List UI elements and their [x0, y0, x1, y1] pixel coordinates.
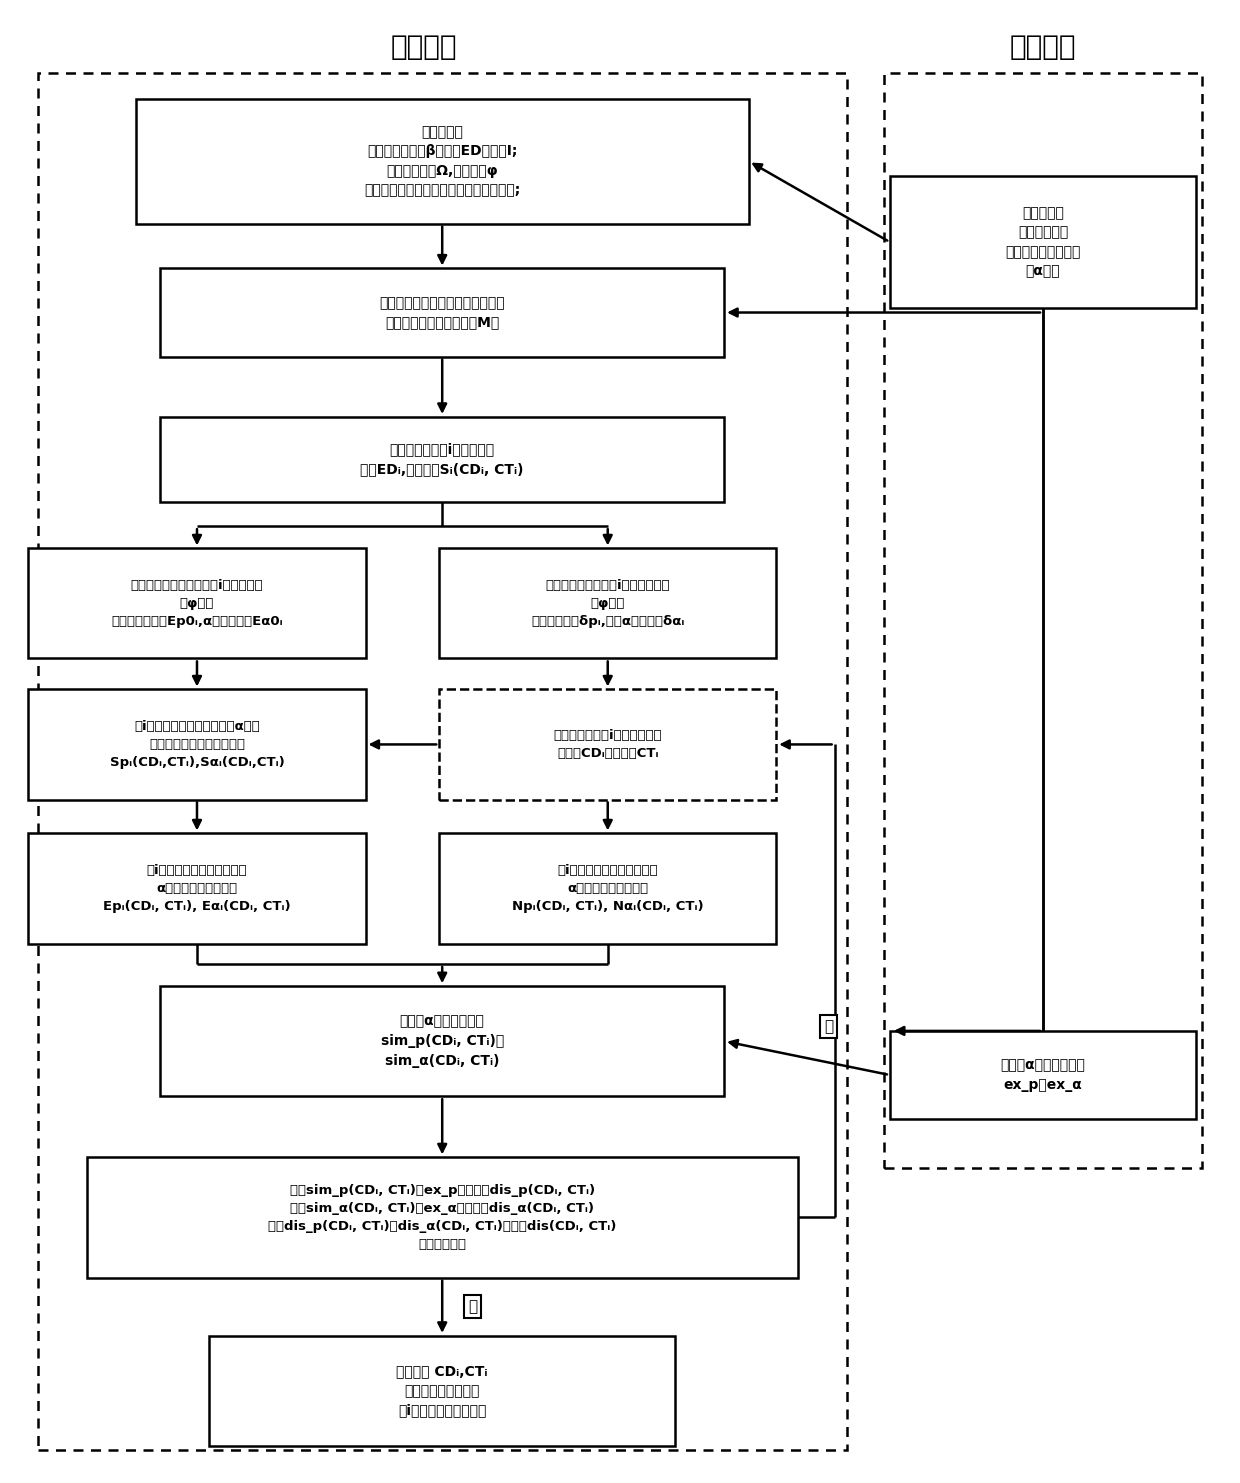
Bar — [29, 833, 366, 943]
Text: 实验测量: 实验测量 — [1009, 33, 1076, 61]
Bar — [160, 268, 724, 356]
Text: 否: 否 — [823, 1019, 833, 1034]
Text: 模拟入射氘离子在待测物质中输运
，将待测物质深度离散为M层: 模拟入射氘离子在待测物质中输运 ，将待测物质深度离散为M层 — [379, 295, 505, 329]
Text: 入射氘离子在第i层待测物质
能量EDᵢ,阻止本领Sᵢ(CDᵢ, CTᵢ): 入射氘离子在第i层待测物质 能量EDᵢ,阻止本领Sᵢ(CDᵢ, CTᵢ) — [361, 443, 525, 476]
Bar — [210, 1336, 675, 1446]
Text: 质子、α粒子理论能谱
sim_p(CDᵢ, CTᵢ)、
sim_α(CDᵢ, CTᵢ): 质子、α粒子理论能谱 sim_p(CDᵢ, CTᵢ)、 sim_α(CDᵢ, C… — [381, 1014, 503, 1068]
Text: 第i层待测物质产生的质子、α粒子
在到达探测器前的能量损失
Spᵢ(CDᵢ,CTᵢ),Sαᵢ(CDᵢ,CTᵢ): 第i层待测物质产生的质子、α粒子 在到达探测器前的能量损失 Spᵢ(CDᵢ,CT… — [109, 719, 284, 770]
Text: 基于微分截面计算第i层待测物质中
在φ方向
产生质子截面δpᵢ,产生α粒子能量δαᵢ: 基于微分截面计算第i层待测物质中 在φ方向 产生质子截面δpᵢ,产生α粒子能量δ… — [531, 578, 684, 627]
Text: 是: 是 — [469, 1299, 477, 1314]
Bar — [884, 73, 1203, 1167]
Text: 第i层待测物质产生的质子、
α粒子到达探测器能量
Epᵢ(CDᵢ, CTᵢ), Eαᵢ(CDᵢ, CTᵢ): 第i层待测物质产生的质子、 α粒子到达探测器能量 Epᵢ(CDᵢ, CTᵢ), … — [103, 865, 291, 914]
Bar — [160, 417, 724, 503]
Bar — [135, 99, 749, 224]
Text: 使用氘离子
轰击待测物质
布置探测器监测质子
、α粒子: 使用氘离子 轰击待测物质 布置探测器监测质子 、α粒子 — [1006, 206, 1081, 279]
Text: 已知参数：
入射氘离子角度β，能量ED，强度I;
探测器立体角Ω,布置角度φ
待测物质中氢同位素含量与密度之间函数;: 已知参数： 入射氘离子角度β，能量ED，强度I; 探测器立体角Ω,布置角度φ 待… — [365, 125, 521, 197]
Bar — [160, 986, 724, 1096]
Bar — [87, 1157, 797, 1278]
Bar — [439, 549, 776, 658]
Text: 计算sim_p(CDᵢ, CTᵢ)与ex_p之间距离dis_p(CDᵢ, CTᵢ)
计算sim_α(CDᵢ, CTᵢ)与ex_α之间距离dis_α(CDᵢ, C: 计算sim_p(CDᵢ, CTᵢ)与ex_p之间距离dis_p(CDᵢ, CTᵢ… — [268, 1183, 616, 1252]
Text: 输出当前 CDᵢ,CTᵢ
即优化后的待测物质
第i层中氘浓度、氚浓度: 输出当前 CDᵢ,CTᵢ 即优化后的待测物质 第i层中氘浓度、氚浓度 — [397, 1364, 489, 1418]
Bar — [890, 1031, 1197, 1120]
Bar — [439, 690, 776, 799]
Text: 第i层待测物质产生的质子、
α粒子到达探测器数目
Npᵢ(CDᵢ, CTᵢ), Nαᵢ(CDᵢ, CTᵢ): 第i层待测物质产生的质子、 α粒子到达探测器数目 Npᵢ(CDᵢ, CTᵢ), … — [512, 865, 703, 914]
Text: 模型分析: 模型分析 — [391, 33, 458, 61]
Text: 质子和α粒子实验能谱
ex_p、ex_α: 质子和α粒子实验能谱 ex_p、ex_α — [1001, 1059, 1085, 1091]
Text: 基于核反应动力学计算第i层待测物质
在φ方向
产生质子的能量Ep0ᵢ,α粒子的能量Eα0ᵢ: 基于核反应动力学计算第i层待测物质 在φ方向 产生质子的能量Ep0ᵢ,α粒子的能… — [112, 578, 283, 627]
Bar — [439, 833, 776, 943]
Bar — [29, 690, 366, 799]
Text: 初始或迭代中第i层待测物质中
氘浓度CDᵢ，氚浓度CTᵢ: 初始或迭代中第i层待测物质中 氘浓度CDᵢ，氚浓度CTᵢ — [553, 730, 662, 759]
Bar — [29, 549, 366, 658]
Bar — [890, 176, 1197, 308]
Bar — [37, 73, 847, 1449]
